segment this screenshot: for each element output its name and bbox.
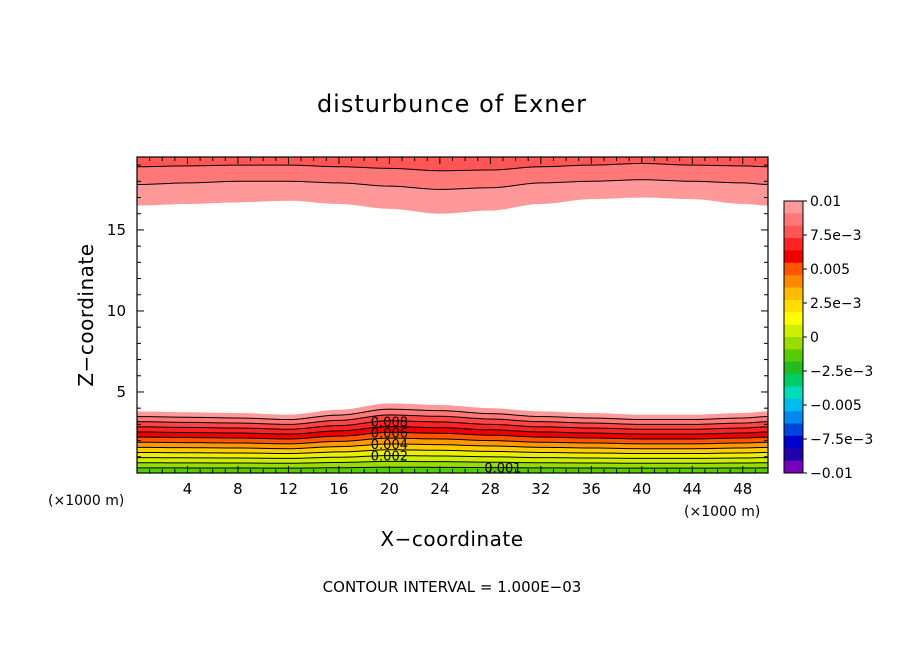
contour-line [136,443,769,450]
colorbar-segment [784,349,803,363]
x-unit-left: (×1000 m) [48,493,124,509]
contour-line [136,162,769,172]
y-axis-ticks: 5 10 15 [107,164,768,458]
contour-interval-note: CONTOUR INTERVAL = 1.000E−03 [323,578,582,596]
colorbar-segment [784,386,803,400]
colorbar-label: 0 [810,330,819,346]
contour-line [136,420,769,430]
colorbar-segment [784,250,803,264]
y-tick-label: 10 [107,302,126,320]
colorbar-label: −7.5e−3 [810,432,873,448]
contour-line [136,426,769,435]
colorbar-label: −0.01 [810,466,853,482]
x-axis-label: X−coordinate [380,527,523,551]
colorbar-label: 0.005 [810,262,850,278]
colorbar-segment [784,213,803,227]
contour-label: 0.008 [371,415,408,430]
colorbar-segment [784,312,803,326]
contour-line [137,466,769,469]
contour-label: 0.006 [371,427,408,442]
colorbar-segment [784,460,803,474]
plot-fills [137,157,768,473]
colorbar-segment [784,435,803,449]
contour-label: 0.002 [371,449,408,464]
contour-line [137,455,769,459]
colorbar-segment [784,411,803,425]
colorbar-segment [784,225,803,239]
y-axis-label: Z−coordinate [74,243,98,386]
colorbar-label: −2.5e−3 [810,364,873,380]
contour-line [136,179,769,190]
colorbar-segment [784,287,803,301]
colorbar: 0.01 7.5e−3 0.005 2.5e−3 0 −2.5e−3 −0.005 −7.5e… [783,194,873,482]
x-tick-label: 36 [582,480,601,498]
x-tick-label: 48 [733,480,752,498]
contour-label: 0.004 [371,438,408,453]
colorbar-segment [784,374,803,387]
colorbar-segment [784,361,803,375]
contour-line [136,449,769,455]
x-tick-label: 28 [481,480,500,498]
contour-line [136,437,769,445]
chart-title: disturbunce of Exner [317,90,587,118]
contour-line [137,460,769,464]
contour-line [136,408,769,421]
colorbar-segment [784,398,803,412]
x-axis-ticks: 4 8 12 16 20 24 28 32 36 40 44 48 [149,157,756,498]
x-tick-label: 32 [531,480,550,498]
x-tick-label: 20 [380,480,399,498]
colorbar-segment [784,324,803,338]
x-tick-label: 24 [430,480,449,498]
x-tick-label: 40 [632,480,651,498]
x-tick-label: 16 [329,480,348,498]
upper-band-fill [137,157,768,171]
y-tick-label: 5 [116,383,126,401]
contour-line [136,414,769,425]
colorbar-segment [784,299,803,313]
colorbar-segment [784,201,803,214]
contour-line [136,431,769,440]
y-tick-label: 15 [107,221,126,239]
colorbar-label: 7.5e−3 [810,228,862,244]
x-tick-label: 8 [233,480,243,498]
x-tick-label: 4 [183,480,193,498]
colorbar-segment [784,262,803,276]
colorbar-label: 0.01 [810,194,841,210]
colorbar-segment [784,423,803,437]
contour-lines [136,162,769,469]
x-tick-label: 12 [279,480,298,498]
x-tick-label: 44 [683,480,702,498]
colorbar-label: 2.5e−3 [810,296,862,312]
x-unit-right: (×1000 m) [684,504,760,520]
colorbar-segment [784,238,803,251]
colorbar-segment [784,275,803,289]
colorbar-segment [784,337,803,350]
colorbar-segment [784,448,803,462]
colorbar-label: −0.005 [810,398,862,414]
